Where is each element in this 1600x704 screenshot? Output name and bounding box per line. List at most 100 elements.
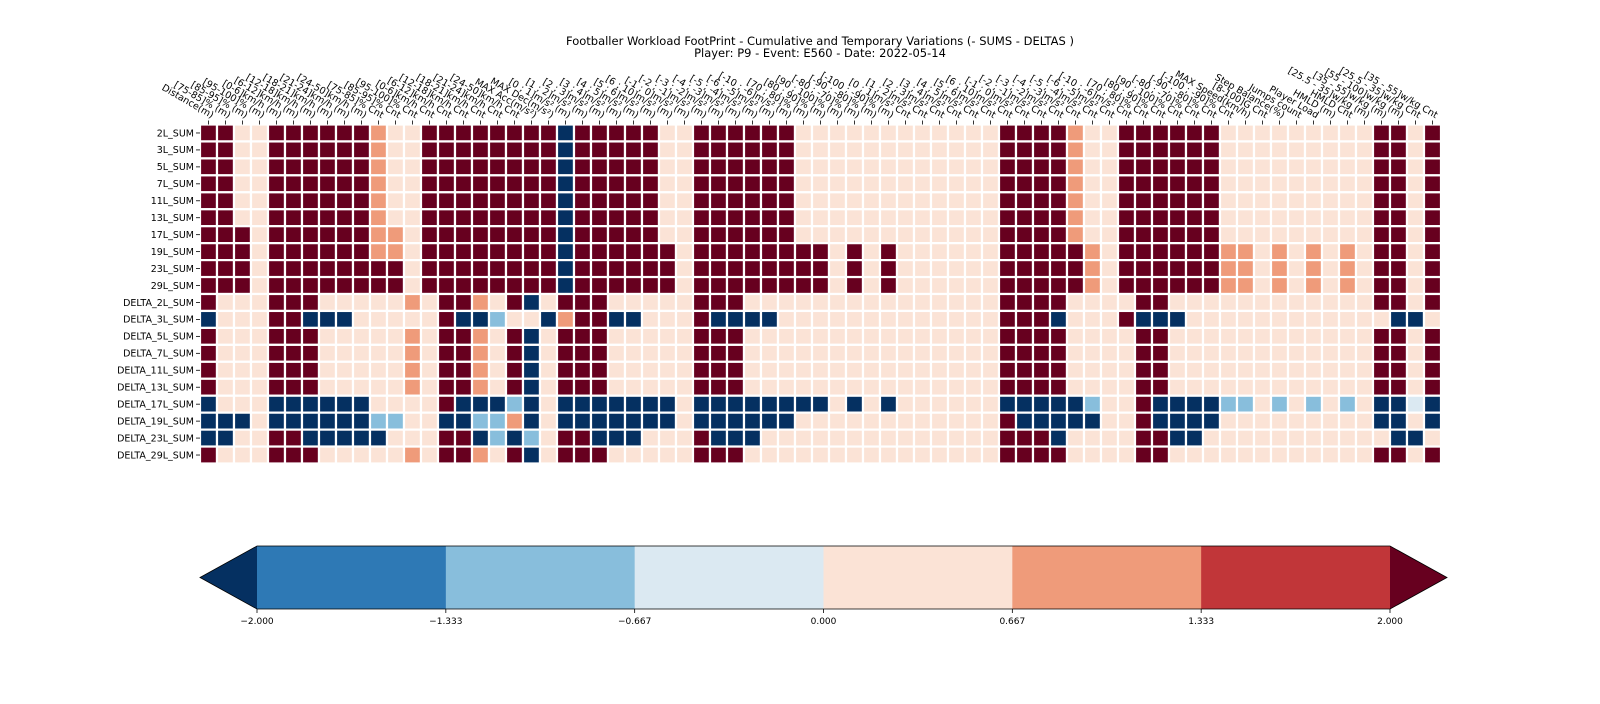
heatmap-cell xyxy=(980,174,1001,194)
heatmap-cell xyxy=(1388,157,1409,177)
heatmap-cell xyxy=(980,360,1001,380)
heatmap-cell xyxy=(759,140,780,160)
heatmap-cell xyxy=(708,225,729,245)
heatmap-cell xyxy=(1116,343,1137,363)
heatmap-cell xyxy=(1116,428,1137,448)
heatmap-cell xyxy=(402,140,423,160)
heatmap-cell xyxy=(691,309,712,330)
heatmap-cell xyxy=(759,191,780,211)
heatmap-cell xyxy=(487,174,508,194)
heatmap-cell xyxy=(793,259,814,279)
heatmap-cell xyxy=(368,157,389,177)
heatmap-cell xyxy=(640,428,661,448)
heatmap-cell xyxy=(759,275,780,296)
heatmap-cell xyxy=(708,326,729,346)
heatmap-cell xyxy=(334,309,355,330)
heatmap-cell xyxy=(1150,292,1171,313)
heatmap-cell xyxy=(487,360,508,380)
heatmap-cell xyxy=(725,174,746,194)
heatmap-cell xyxy=(640,208,661,228)
heatmap-cell xyxy=(249,326,270,346)
heatmap-cell xyxy=(1320,428,1341,448)
heatmap-cell xyxy=(555,259,576,279)
heatmap-cell xyxy=(844,242,865,262)
heatmap-cell xyxy=(997,309,1018,330)
heatmap-cell xyxy=(1048,377,1069,397)
heatmap-cell xyxy=(1252,428,1273,448)
heatmap-cell xyxy=(1269,259,1290,279)
heatmap-cell xyxy=(742,242,763,262)
heatmap-cell xyxy=(1218,191,1239,211)
y-tick-label: DELTA_11L_SUM xyxy=(117,366,194,377)
heatmap-cell xyxy=(300,394,321,414)
heatmap-cell xyxy=(725,225,746,245)
heatmap-cell xyxy=(1048,326,1069,346)
heatmap-cell xyxy=(1303,191,1324,211)
heatmap-cell xyxy=(1286,326,1307,346)
heatmap-cell xyxy=(827,326,848,346)
heatmap-cell xyxy=(861,292,882,313)
heatmap-cell xyxy=(232,377,253,397)
heatmap-cell xyxy=(912,174,933,194)
heatmap-cell xyxy=(1354,360,1375,380)
heatmap-cell xyxy=(1014,411,1035,431)
heatmap-cell xyxy=(708,191,729,211)
heatmap-cell xyxy=(1099,394,1120,414)
heatmap-cell xyxy=(198,377,219,397)
heatmap-cell xyxy=(674,157,695,177)
heatmap-cell xyxy=(878,411,899,431)
heatmap-cell xyxy=(572,275,593,296)
heatmap-cell xyxy=(419,157,440,177)
heatmap-cell xyxy=(300,360,321,380)
heatmap-cell xyxy=(232,411,253,431)
heatmap-cell xyxy=(725,360,746,380)
colorbar-extend-high xyxy=(1390,546,1447,609)
heatmap-cell xyxy=(470,191,491,211)
heatmap-cell xyxy=(1201,309,1222,330)
heatmap-cell xyxy=(1388,242,1409,262)
heatmap-cell xyxy=(1167,275,1188,296)
heatmap-cell xyxy=(368,259,389,279)
heatmap-cell xyxy=(249,242,270,262)
heatmap-cell xyxy=(249,275,270,296)
heatmap-cell xyxy=(623,259,644,279)
heatmap-cell xyxy=(436,259,457,279)
heatmap-cell xyxy=(1099,208,1120,228)
colorbar-tick-label: 1.333 xyxy=(1188,617,1214,627)
heatmap-cell xyxy=(980,225,1001,245)
heatmap-cell xyxy=(1184,309,1205,330)
heatmap-cell xyxy=(1422,275,1443,296)
heatmap-cell xyxy=(317,275,338,296)
heatmap-cell xyxy=(1269,394,1290,414)
heatmap-cell xyxy=(1235,225,1256,245)
heatmap-cell xyxy=(997,157,1018,177)
heatmap-cell xyxy=(1388,191,1409,211)
heatmap-cell xyxy=(725,191,746,211)
heatmap-cell xyxy=(555,428,576,448)
heatmap-cell xyxy=(215,360,236,380)
heatmap-cell xyxy=(980,292,1001,313)
heatmap-cell xyxy=(946,326,967,346)
heatmap-cell xyxy=(1167,259,1188,279)
heatmap-cell xyxy=(453,140,474,160)
heatmap-cell xyxy=(317,309,338,330)
heatmap-cell xyxy=(1031,140,1052,160)
heatmap-cell xyxy=(453,411,474,431)
heatmap-cell xyxy=(742,225,763,245)
heatmap-cell xyxy=(317,225,338,245)
heatmap-cell xyxy=(1235,157,1256,177)
heatmap-cell xyxy=(827,208,848,228)
heatmap-cell xyxy=(1303,123,1324,143)
heatmap-cell xyxy=(861,208,882,228)
heatmap-cell xyxy=(1184,292,1205,313)
heatmap-cell xyxy=(861,309,882,330)
heatmap-cell xyxy=(1320,343,1341,363)
heatmap-cell xyxy=(606,326,627,346)
heatmap-cell xyxy=(215,259,236,279)
heatmap-cell xyxy=(606,157,627,177)
heatmap-cell xyxy=(1082,208,1103,228)
heatmap-cell xyxy=(300,225,321,245)
heatmap-cell xyxy=(657,309,678,330)
heatmap-cell xyxy=(334,428,355,448)
heatmap-cell xyxy=(1082,123,1103,143)
